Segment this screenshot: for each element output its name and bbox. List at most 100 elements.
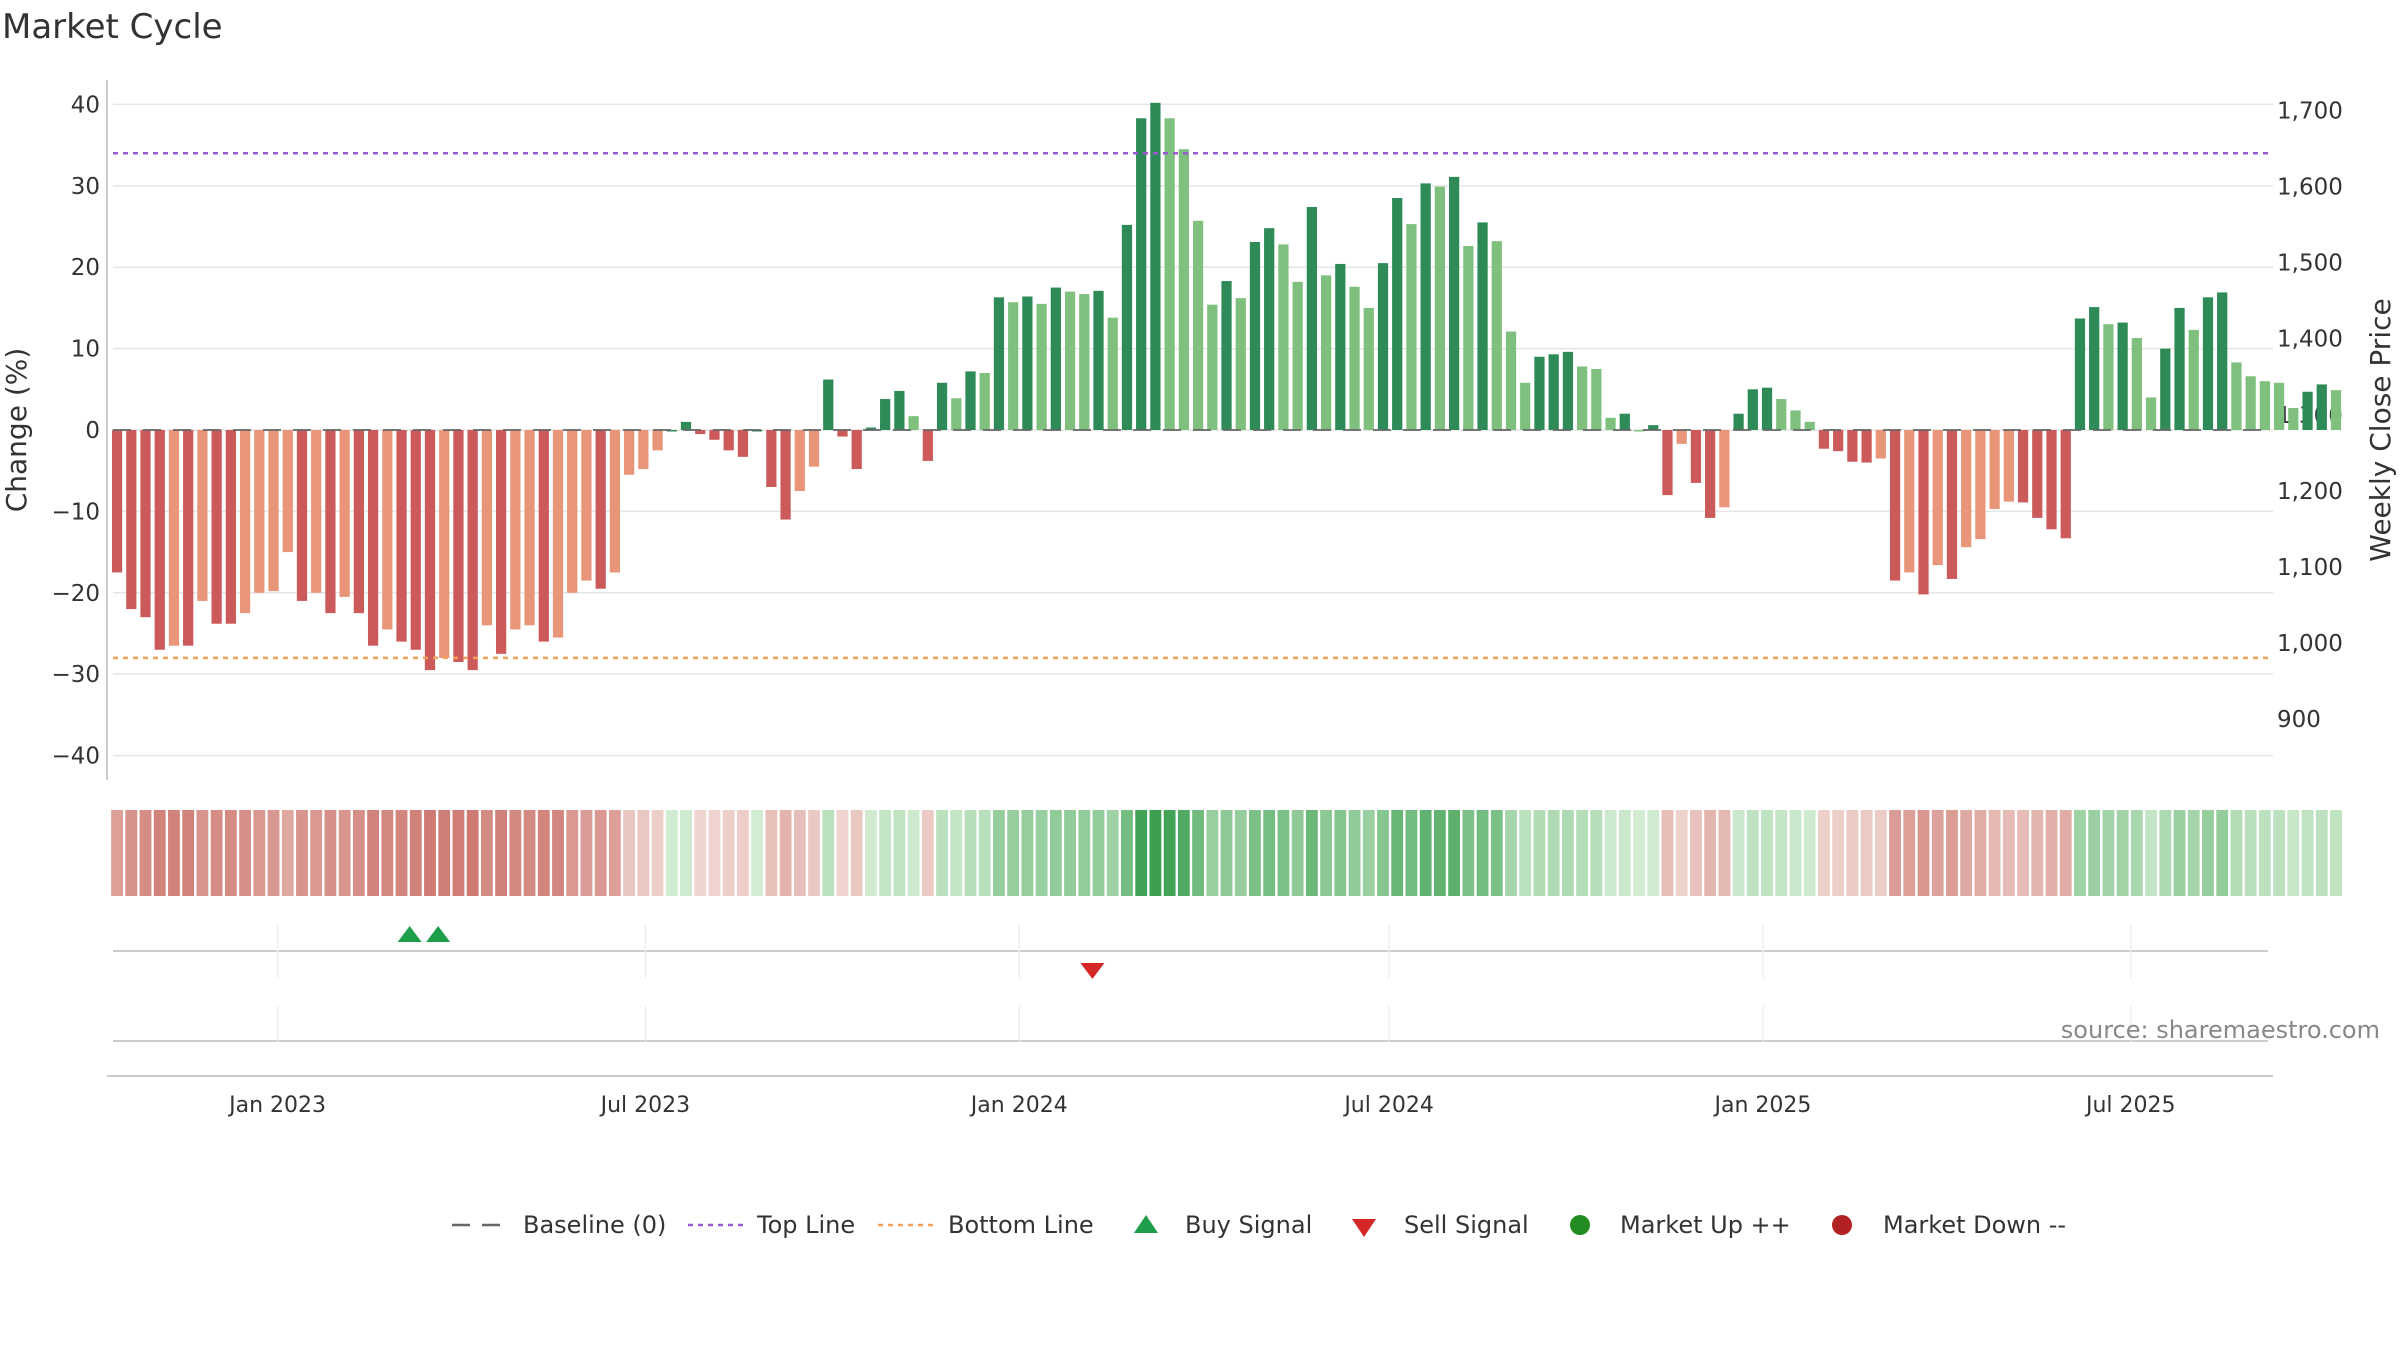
heat-cell xyxy=(1092,810,1105,896)
bar xyxy=(823,379,834,430)
heat-cell xyxy=(395,810,408,896)
heat-cell xyxy=(1547,810,1560,896)
heat-cell xyxy=(2031,810,2044,896)
heat-cell xyxy=(722,810,735,896)
bar xyxy=(1705,430,1716,518)
x-tick-label: Jan 2023 xyxy=(227,1093,326,1118)
heat-cell xyxy=(836,810,849,896)
bar xyxy=(1377,263,1389,430)
bar xyxy=(1491,241,1502,430)
bar xyxy=(168,430,180,646)
y2-tick-label: 1,600 xyxy=(2277,175,2343,201)
heat-cell xyxy=(1761,810,1773,896)
heat-cell xyxy=(1704,810,1717,896)
legend-market-up-icon xyxy=(1570,1215,1590,1235)
heat-cell xyxy=(623,810,636,896)
y2-tick-label: 1,000 xyxy=(2277,631,2343,657)
y2-tick-label: 1,100 xyxy=(2277,555,2343,581)
bar xyxy=(951,398,962,430)
heat-cell xyxy=(566,810,579,896)
x-tick-label: Jan 2025 xyxy=(1713,1093,1812,1118)
bar xyxy=(2145,397,2157,430)
bar xyxy=(1904,430,1915,573)
bar xyxy=(2046,430,2057,530)
heat-cell xyxy=(1988,810,2001,896)
heat-cell xyxy=(708,810,721,896)
heat-cell xyxy=(523,810,536,896)
heat-cell xyxy=(580,810,593,896)
bar xyxy=(1335,263,1346,430)
y-tick-label: −10 xyxy=(51,499,100,525)
heat-cell xyxy=(466,810,479,896)
legend-baseline-label: Baseline (0) xyxy=(523,1211,666,1239)
bar xyxy=(2074,318,2086,430)
heat-cell xyxy=(865,810,877,896)
bar xyxy=(1918,430,1929,595)
heat-cell xyxy=(1405,810,1418,896)
heat-cell xyxy=(737,810,749,896)
heat-cell xyxy=(1192,810,1204,896)
bar xyxy=(183,430,194,646)
bar xyxy=(1477,222,1488,430)
bar xyxy=(2060,430,2071,539)
bar xyxy=(2316,384,2327,430)
heat-cell xyxy=(1163,810,1176,896)
heat-cell xyxy=(1561,810,1574,896)
y-tick-label: −20 xyxy=(51,581,100,607)
bar xyxy=(1847,430,1858,462)
heat-cell xyxy=(1519,810,1532,896)
bar xyxy=(1633,430,1645,432)
heat-cell xyxy=(1149,810,1162,896)
heat-cell xyxy=(1021,810,1034,896)
heat-cell xyxy=(1121,810,1133,896)
bar xyxy=(1022,296,1033,430)
heat-cell xyxy=(338,810,351,896)
heat-cell xyxy=(1533,810,1546,896)
bar xyxy=(581,430,592,581)
bar xyxy=(1363,307,1374,430)
bar xyxy=(1121,224,1133,430)
bar xyxy=(567,430,578,593)
heat-cell xyxy=(111,810,123,896)
chart-title: Market Cycle xyxy=(2,7,223,47)
x-tick-label: Jul 2025 xyxy=(2084,1093,2176,1118)
bar xyxy=(1349,286,1360,430)
heat-cell xyxy=(1960,810,1973,896)
heat-cell xyxy=(1064,810,1076,896)
heat-cell xyxy=(1348,810,1361,896)
heat-cell xyxy=(1846,810,1859,896)
bar xyxy=(2003,430,2014,502)
bar xyxy=(1662,430,1673,496)
bar xyxy=(609,430,621,573)
heat-cell xyxy=(1675,810,1688,896)
heat-cell xyxy=(1277,810,1290,896)
heat-cell xyxy=(936,810,948,896)
market-panel xyxy=(113,1006,2268,1042)
bar xyxy=(410,430,421,650)
y-tick-label: 10 xyxy=(71,337,100,363)
heat-cell xyxy=(424,810,436,896)
bar xyxy=(1064,291,1076,430)
heat-strip xyxy=(111,810,2342,896)
bar xyxy=(2330,390,2342,430)
bar xyxy=(1505,331,1517,430)
heat-cell xyxy=(2187,810,2200,896)
heat-cell xyxy=(1860,810,1873,896)
heat-cell xyxy=(822,810,835,896)
heat-cell xyxy=(1377,810,1389,896)
bar xyxy=(1178,149,1189,431)
bar xyxy=(1079,294,1090,430)
bar xyxy=(254,430,265,593)
y-tick-label: −40 xyxy=(51,744,100,770)
heat-cell xyxy=(1448,810,1461,896)
heat-cell xyxy=(2116,810,2129,896)
y-tick-label: 40 xyxy=(71,92,100,118)
heat-cell xyxy=(1462,810,1475,896)
bar xyxy=(1192,220,1204,430)
heat-cell xyxy=(1633,810,1645,896)
heat-cell xyxy=(1974,810,1987,896)
bar xyxy=(1861,430,1872,463)
bar xyxy=(2231,362,2242,430)
heat-cell xyxy=(1818,810,1830,896)
